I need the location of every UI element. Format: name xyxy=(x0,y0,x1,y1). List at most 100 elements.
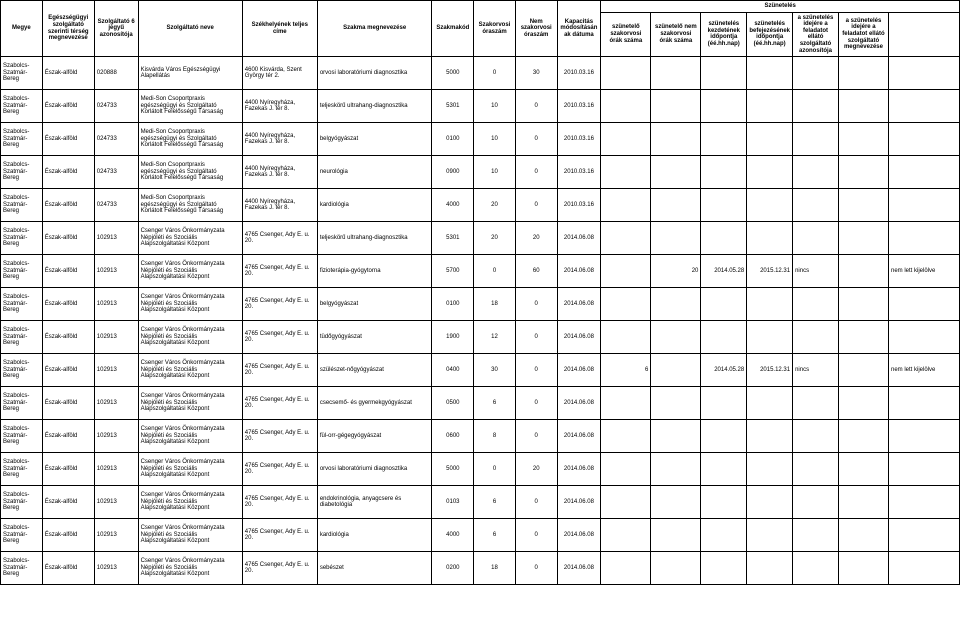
cell-datum: 2010.03.16 xyxy=(557,189,601,222)
cell-cim: 4400 Nyíregyháza, Fazekas J. tér 8. xyxy=(242,189,317,222)
cell-s1 xyxy=(601,90,651,123)
table-row: Szabolcs-Szatmár-BeregÉszak-alföld024733… xyxy=(1,156,960,189)
cell-nev: Csenger Város Önkormányzata Népjóléti és… xyxy=(138,519,242,552)
cell-szakma: teljeskörű ultrahang-diagnosztika xyxy=(317,222,432,255)
cell-s3 xyxy=(701,552,747,585)
cell-szakma: sebészet xyxy=(317,552,432,585)
cell-s1 xyxy=(601,288,651,321)
cell-cim: 4765 Csenger, Ady E. u. 20. xyxy=(242,288,317,321)
cell-megye: Szabolcs-Szatmár-Bereg xyxy=(1,90,43,123)
cell-terseg: Észak-alföld xyxy=(42,552,94,585)
cell-s6 xyxy=(838,189,888,222)
cell-terseg: Észak-alföld xyxy=(42,387,94,420)
table-row: Szabolcs-Szatmár-BeregÉszak-alföld102913… xyxy=(1,354,960,387)
cell-nszo: 0 xyxy=(515,486,557,519)
cell-s2 xyxy=(651,321,701,354)
cell-kod: 4000 xyxy=(432,519,474,552)
table-row: Szabolcs-Szatmár-BeregÉszak-alföld024733… xyxy=(1,90,960,123)
cell-s5 xyxy=(793,189,839,222)
cell-kod: 5700 xyxy=(432,255,474,288)
cell-szakma: kardiológia xyxy=(317,519,432,552)
cell-s7 xyxy=(888,156,959,189)
cell-s3 xyxy=(701,453,747,486)
cell-szakma: neurológia xyxy=(317,156,432,189)
cell-szo: 6 xyxy=(474,519,516,552)
cell-s3 xyxy=(701,519,747,552)
cell-kod: 5000 xyxy=(432,57,474,90)
cell-s2 xyxy=(651,189,701,222)
th-s5: a szünetelés idejére a feladatot ellátó … xyxy=(793,12,839,57)
cell-megye: Szabolcs-Szatmár-Bereg xyxy=(1,189,43,222)
cell-azon: 020888 xyxy=(94,57,138,90)
th-nev: Szolgáltató neve xyxy=(138,1,242,57)
cell-s6 xyxy=(838,255,888,288)
th-s6: a szünetelés idejére a feladatot ellátó … xyxy=(838,12,888,57)
cell-szakma: szülészet-nőgyógyászat xyxy=(317,354,432,387)
cell-s6 xyxy=(838,519,888,552)
cell-szo: 18 xyxy=(474,288,516,321)
cell-szo: 12 xyxy=(474,321,516,354)
cell-kod: 0900 xyxy=(432,156,474,189)
cell-terseg: Észak-alföld xyxy=(42,288,94,321)
cell-s7: nem lett kijelölve xyxy=(888,255,959,288)
cell-s2 xyxy=(651,156,701,189)
cell-s3 xyxy=(701,321,747,354)
cell-szakma: kardiológia xyxy=(317,189,432,222)
table-row: Szabolcs-Szatmár-BeregÉszak-alföld102913… xyxy=(1,420,960,453)
cell-s5 xyxy=(793,57,839,90)
cell-s6 xyxy=(838,354,888,387)
cell-nszo: 0 xyxy=(515,552,557,585)
cell-terseg: Észak-alföld xyxy=(42,453,94,486)
cell-datum: 2014.06.08 xyxy=(557,354,601,387)
cell-szo: 8 xyxy=(474,420,516,453)
cell-azon: 024733 xyxy=(94,90,138,123)
cell-s4: 2015.12.31 xyxy=(747,354,793,387)
cell-s1: 6 xyxy=(601,354,651,387)
table-row: Szabolcs-Szatmár-BeregÉszak-alföld102913… xyxy=(1,552,960,585)
cell-s7 xyxy=(888,486,959,519)
cell-cim: 4765 Csenger, Ady E. u. 20. xyxy=(242,387,317,420)
cell-azon: 102913 xyxy=(94,519,138,552)
cell-terseg: Észak-alföld xyxy=(42,57,94,90)
cell-s2 xyxy=(651,288,701,321)
cell-s1 xyxy=(601,321,651,354)
cell-azon: 024733 xyxy=(94,156,138,189)
cell-datum: 2014.06.08 xyxy=(557,420,601,453)
cell-s1 xyxy=(601,123,651,156)
cell-datum: 2010.03.16 xyxy=(557,57,601,90)
cell-s3: 2014.05.28 xyxy=(701,255,747,288)
cell-szo: 20 xyxy=(474,222,516,255)
cell-terseg: Észak-alföld xyxy=(42,255,94,288)
cell-kod: 5301 xyxy=(432,90,474,123)
cell-kod: 1900 xyxy=(432,321,474,354)
cell-terseg: Észak-alföld xyxy=(42,189,94,222)
table-row: Szabolcs-Szatmár-BeregÉszak-alföld020888… xyxy=(1,57,960,90)
cell-megye: Szabolcs-Szatmár-Bereg xyxy=(1,552,43,585)
cell-s4 xyxy=(747,90,793,123)
cell-s6 xyxy=(838,123,888,156)
cell-s7 xyxy=(888,321,959,354)
cell-azon: 102913 xyxy=(94,486,138,519)
th-szakma: Szakma megnevezése xyxy=(317,1,432,57)
cell-nev: Csenger Város Önkormányzata Népjóléti és… xyxy=(138,321,242,354)
th-cim: Székhelyének teljes címe xyxy=(242,1,317,57)
table-row: Szabolcs-Szatmár-BeregÉszak-alföld102913… xyxy=(1,519,960,552)
cell-s1 xyxy=(601,222,651,255)
cell-s5 xyxy=(793,321,839,354)
cell-s3 xyxy=(701,156,747,189)
cell-azon: 024733 xyxy=(94,189,138,222)
cell-megye: Szabolcs-Szatmár-Bereg xyxy=(1,255,43,288)
cell-datum: 2014.06.08 xyxy=(557,321,601,354)
cell-nszo: 0 xyxy=(515,420,557,453)
cell-s4 xyxy=(747,387,793,420)
cell-nszo: 20 xyxy=(515,222,557,255)
table-row: Szabolcs-Szatmár-BeregÉszak-alföld102913… xyxy=(1,321,960,354)
cell-szakma: fül-orr-gégegyógyászat xyxy=(317,420,432,453)
cell-azon: 102913 xyxy=(94,420,138,453)
th-terseg: Egészségügyi szolgáltató szerinti térség… xyxy=(42,1,94,57)
cell-megye: Szabolcs-Szatmár-Bereg xyxy=(1,420,43,453)
cell-s6 xyxy=(838,486,888,519)
cell-cim: 4600 Kisvárda, Szent György tér 2. xyxy=(242,57,317,90)
cell-terseg: Észak-alföld xyxy=(42,123,94,156)
cell-cim: 4765 Csenger, Ady E. u. 20. xyxy=(242,519,317,552)
